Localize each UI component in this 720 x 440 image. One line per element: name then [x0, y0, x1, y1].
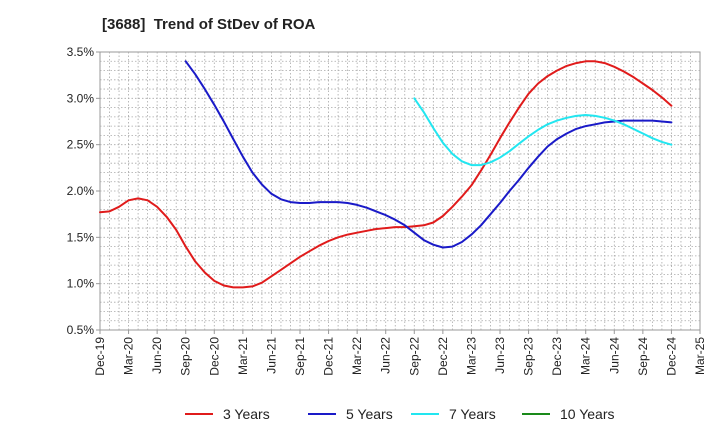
chart-title: [3688] Trend of StDev of ROA	[102, 16, 316, 33]
series-line-5-years	[184, 60, 673, 249]
x-tick-label: Mar-24	[579, 337, 593, 375]
series-line-7-years	[413, 97, 673, 167]
plot-area	[99, 51, 701, 331]
x-tick-label: Jun-24	[607, 337, 621, 374]
x-tick-label: Dec-23	[550, 337, 564, 376]
x-tick-label: Sep-20	[179, 337, 193, 376]
x-tick-label: Mar-25	[693, 337, 707, 375]
legend-label: 10 Years	[560, 406, 615, 422]
x-tick-label: Sep-21	[293, 337, 307, 376]
y-tick-label: 1.5%	[67, 230, 95, 244]
axis-layer: 3.5% 3.0% 2.5% 2.0% 1.5% 1.0% 0.5%Dec-19 Mar-20…	[67, 45, 707, 376]
x-tick-label: Mar-23	[464, 337, 478, 375]
series-layer	[99, 60, 673, 289]
legend: 3 Years 5 Years 7 Years 10 Years	[185, 406, 615, 422]
y-tick-label: 3.0%	[67, 91, 95, 105]
x-tick-label: Jun-20	[150, 337, 164, 374]
legend-label: 5 Years	[346, 406, 393, 422]
x-tick-label: Jun-23	[493, 337, 507, 374]
y-tick-label: 3.5%	[67, 45, 95, 59]
x-tick-label: Sep-22	[407, 337, 421, 376]
legend-label: 7 Years	[449, 406, 496, 422]
x-tick-label: Sep-23	[522, 337, 536, 376]
series-line-3-years	[99, 60, 673, 289]
x-tick-label: Dec-20	[207, 337, 221, 376]
x-tick-label: Mar-21	[236, 337, 250, 375]
x-tick-label: Jun-21	[264, 337, 278, 374]
x-tick-label: Jun-22	[379, 337, 393, 374]
grid-layer	[100, 52, 700, 330]
x-tick-label: Dec-21	[322, 337, 336, 376]
y-tick-label: 2.5%	[67, 138, 95, 152]
x-tick-label: Mar-22	[350, 337, 364, 375]
y-tick-label: 0.5%	[67, 323, 95, 337]
x-tick-label: Dec-24	[664, 337, 678, 376]
legend-label: 3 Years	[223, 406, 270, 422]
x-tick-label: Dec-19	[93, 337, 107, 376]
y-tick-label: 1.0%	[67, 277, 95, 291]
x-tick-label: Mar-20	[122, 337, 136, 375]
x-tick-label: Sep-24	[636, 337, 650, 376]
x-tick-label: Dec-22	[436, 337, 450, 376]
y-tick-label: 2.0%	[67, 184, 95, 198]
